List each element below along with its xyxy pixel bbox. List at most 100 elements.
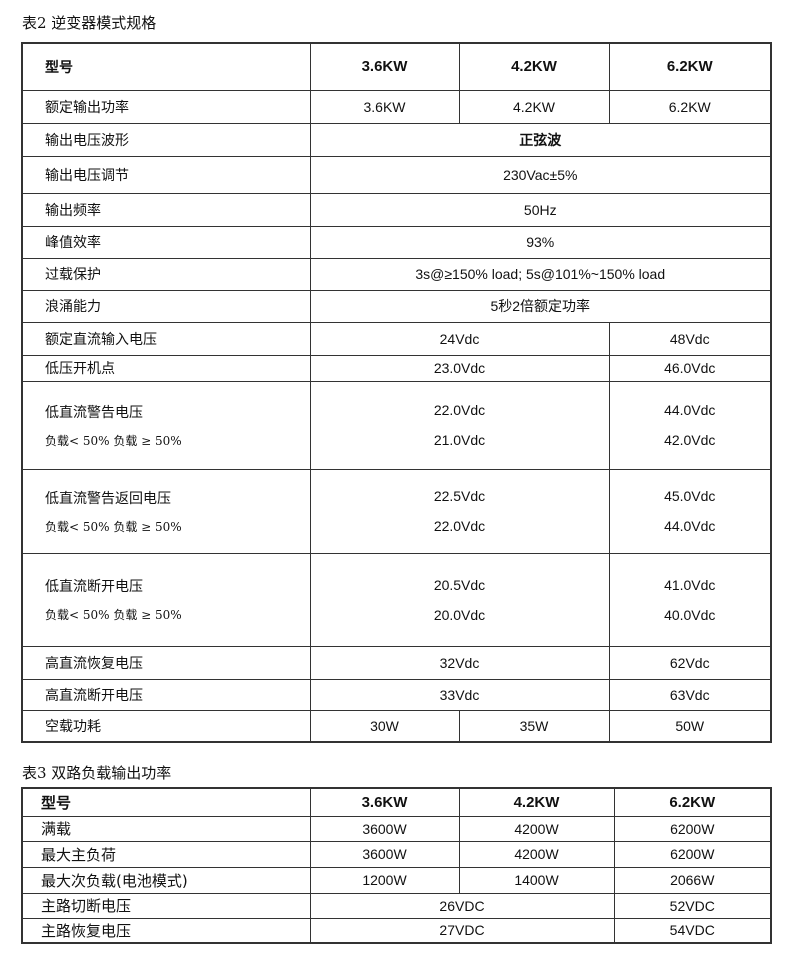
row-label-text: 低直流警告电压 (45, 404, 143, 421)
header-row: 型号 3.6KW 4.2KW 6.2KW (21, 787, 772, 817)
value-cell-merged: 33Vdc (309, 678, 610, 711)
row-label-text: 最大主负荷 (41, 845, 117, 864)
table-row: 低直流断开电压负载< 50% 负载 ≥ 50% 20.5Vdc 20.0Vdc 41.… (21, 552, 772, 647)
row-label-text: 浪涌能力 (45, 299, 101, 315)
value-cell: 3600W (309, 815, 460, 842)
value: 62Vdc (669, 654, 710, 671)
table-row: 输出频率 50Hz (21, 192, 772, 227)
value-cell-merged: 230Vac±5% (309, 155, 772, 194)
value-cell: 3600W (309, 840, 460, 868)
dual-load-output-table: 型号 3.6KW 4.2KW 6.2KW 满载 3600W 4200W 6200W 最大主负荷 3… (21, 787, 772, 944)
value-cell-merged: 32Vdc (309, 645, 610, 680)
value-cell: 1400W (458, 866, 615, 894)
row-label-text: 主路恢复电压 (41, 921, 132, 940)
model-header: 6.2KW (613, 787, 772, 817)
value-cell-merged: 20.5Vdc 20.0Vdc (309, 552, 610, 647)
model-header: 3.6KW (309, 787, 460, 817)
value: 20.5Vdc (433, 576, 486, 593)
value-cell-merged: 5秒2倍额定功率 (309, 289, 772, 323)
value-cell-merged: 26VDC (309, 892, 615, 919)
table-row: 满载 3600W 4200W 6200W (21, 815, 772, 842)
row-label: 低直流警告电压负载< 50% 负载 ≥ 50% (21, 380, 311, 470)
table-row: 高直流恢复电压 32Vdc 62Vdc (21, 645, 772, 680)
value-cell: 50W (608, 709, 772, 743)
value-cell: 4.2KW (458, 89, 610, 124)
value: 48Vdc (669, 330, 710, 347)
value: 24Vdc (439, 330, 480, 347)
value: 45.0Vdc (664, 488, 716, 504)
row-label: 主路切断电压 (21, 892, 311, 919)
row-label-text: 输出电压波形 (45, 132, 129, 149)
row-label: 高直流断开电压 (21, 678, 311, 711)
value-cell: 6200W (613, 815, 772, 842)
table-row: 空载功耗 30W 35W 50W (21, 709, 772, 743)
value: 20.0Vdc (433, 606, 486, 623)
row-label: 峰值效率 (21, 225, 311, 259)
value: 46.0Vdc (664, 360, 716, 376)
table-row: 额定直流输入电压 24Vdc 48Vdc (21, 321, 772, 356)
row-label-text: 额定输出功率 (45, 99, 129, 116)
value-cell: 63Vdc (608, 678, 772, 711)
model-header: 4.2KW (458, 42, 610, 91)
row-sublabel: 负载< 50% 负载 ≥ 50% (45, 433, 182, 448)
row-label: 输出电压波形 (21, 122, 311, 157)
value-cell-merged: 24Vdc (309, 321, 610, 356)
value-cell-merged: 22.5Vdc 22.0Vdc (309, 468, 610, 554)
row-label-text: 低压开机点 (45, 361, 115, 377)
row-label: 主路恢复电压 (21, 917, 311, 944)
header-row: 型号 3.6KW 4.2KW 6.2KW (21, 42, 772, 91)
table-row: 低直流警告电压 负载< 50% 负载 ≥ 50% 22.0Vdc 21.0Vdc 44.… (21, 380, 772, 470)
row-label: 高直流恢复电压 (21, 645, 311, 680)
inverter-mode-spec-table: 型号 3.6KW 4.2KW 6.2KW 额定输出功率 3.6KW 4.2KW 6.2KW 输出… (21, 42, 772, 743)
row-label: 空载功耗 (21, 709, 311, 743)
value: 41.0Vdc (664, 576, 716, 593)
row-label: 低压开机点 (21, 354, 311, 382)
row-label-text: 峰值效率 (45, 235, 101, 251)
value: 27VDC (439, 922, 485, 939)
row-label-text: 主路切断电压 (41, 897, 132, 915)
table-row: 过载保护 3s@≥150% load; 5s@101%~150% load (21, 257, 772, 291)
value-cell-merged: 27VDC (309, 917, 615, 944)
value: 32Vdc (439, 654, 480, 671)
value: 52VDC (669, 897, 715, 914)
table-row: 额定输出功率 3.6KW 4.2KW 6.2KW (21, 89, 772, 124)
value-cell: 62Vdc (608, 645, 772, 680)
row-label-text: 过载保护 (45, 267, 101, 283)
row-label: 输出电压调节 (21, 155, 311, 194)
header-label: 型号 (21, 42, 311, 91)
table-row: 输出电压波形 正弦波 (21, 122, 772, 157)
model-header: 6.2KW (608, 42, 772, 91)
row-label: 最大主负荷 (21, 840, 311, 868)
value-cell: 1200W (309, 866, 460, 894)
row-label-text: 低直流警告返回电压 (45, 490, 171, 507)
row-label-text: 满载 (41, 820, 72, 838)
row-label-text: 低直流断开电压 (45, 579, 143, 595)
table-row: 高直流断开电压 33Vdc 63Vdc (21, 678, 772, 711)
value-cell: 44.0Vdc 42.0Vdc (608, 380, 772, 470)
value: 22.0Vdc (433, 402, 486, 418)
row-sublabel: 负载< 50% 负载 ≥ 50% (45, 519, 182, 534)
value-cell: 35W (458, 709, 610, 743)
value-cell-merged: 23.0Vdc (309, 354, 610, 382)
value-cell-merged: 93% (309, 225, 772, 259)
value: 44.0Vdc (664, 402, 716, 418)
row-label-text: 额定直流输入电压 (45, 331, 157, 348)
row-sublabel: 负载< 50% 负载 ≥ 50% (45, 608, 182, 622)
value: 54VDC (669, 922, 715, 939)
value: 22.0Vdc (433, 518, 486, 534)
row-label-text: 输出频率 (45, 202, 101, 219)
value-cell: 6200W (613, 840, 772, 868)
row-label: 额定直流输入电压 (21, 321, 311, 356)
table-row: 浪涌能力 5秒2倍额定功率 (21, 289, 772, 323)
row-label: 额定输出功率 (21, 89, 311, 124)
value-cell: 46.0Vdc (608, 354, 772, 382)
value: 33Vdc (439, 686, 480, 703)
value-cell-merged: 3s@≥150% load; 5s@101%~150% load (309, 257, 772, 291)
value: 40.0Vdc (664, 606, 716, 623)
value-cell: 30W (309, 709, 460, 743)
table-row: 峰值效率 93% (21, 225, 772, 259)
row-label-text: 空载功耗 (45, 718, 101, 735)
table2-title: 表2 逆变器模式规格 (22, 14, 157, 32)
value: 63Vdc (669, 686, 710, 703)
value-cell-merged: 正弦波 (309, 122, 772, 157)
